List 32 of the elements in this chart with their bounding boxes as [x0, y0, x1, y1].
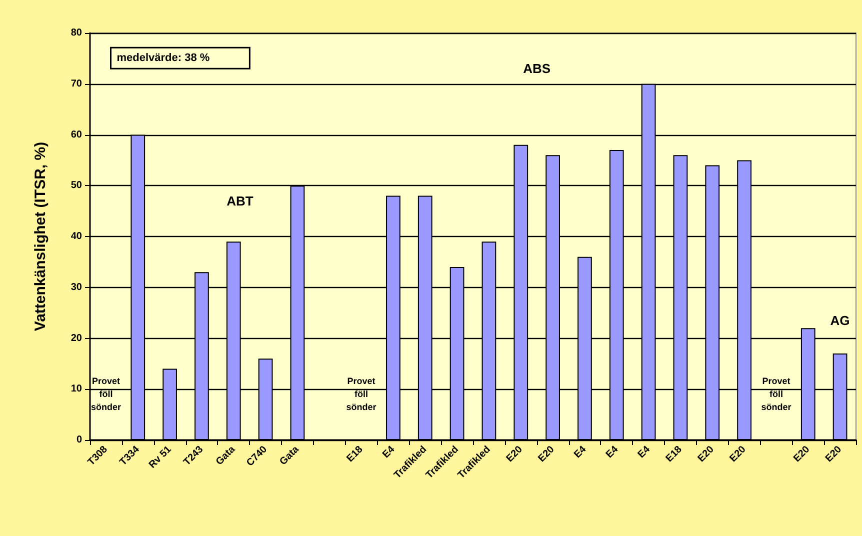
y-tick-label: 20	[70, 332, 82, 344]
y-tick-label: 50	[70, 180, 82, 192]
x-tick-label: E4	[572, 444, 589, 461]
x-tick-label: E20	[696, 444, 717, 464]
x-tick-label: Gata	[214, 444, 238, 468]
y-tick-label: 0	[76, 434, 82, 446]
annotation: ABT	[226, 193, 254, 208]
x-tick-label: E20	[728, 444, 748, 464]
y-tick-label: 30	[70, 282, 82, 293]
x-tick-label: E20	[536, 444, 557, 464]
annotation: AG	[830, 312, 850, 328]
x-tick-label: E20	[824, 444, 844, 464]
y-tick-label: 80	[70, 28, 82, 38]
annotation: Provet föll sönder	[90, 376, 122, 412]
x-tick-label: E4	[636, 444, 653, 461]
annotation: Provet föll sönder	[761, 376, 792, 412]
y-tick-label: 70	[70, 78, 82, 90]
y-tick-label: 60	[70, 129, 82, 140]
y-tick-label: 10	[70, 384, 82, 395]
x-tick-label: E20	[792, 444, 812, 464]
y-tick-label: 40	[70, 231, 82, 242]
x-tick-label: Rv 51	[147, 444, 174, 471]
annotation: Provet föll sönder	[346, 376, 377, 412]
x-tick-label: E4	[380, 444, 398, 461]
x-tick-label: E20	[504, 444, 526, 464]
annotation: medelvärde: 38 %	[116, 52, 210, 64]
x-tick-label: Gata	[278, 444, 302, 468]
x-tick-label: E18	[344, 444, 366, 464]
x-tick-label: E18	[664, 444, 685, 464]
x-tick-label: E4	[604, 444, 621, 461]
annotation: ABS	[523, 61, 551, 76]
y-axis-title: Vattenkänslighet (ITSR, %)	[32, 142, 49, 332]
